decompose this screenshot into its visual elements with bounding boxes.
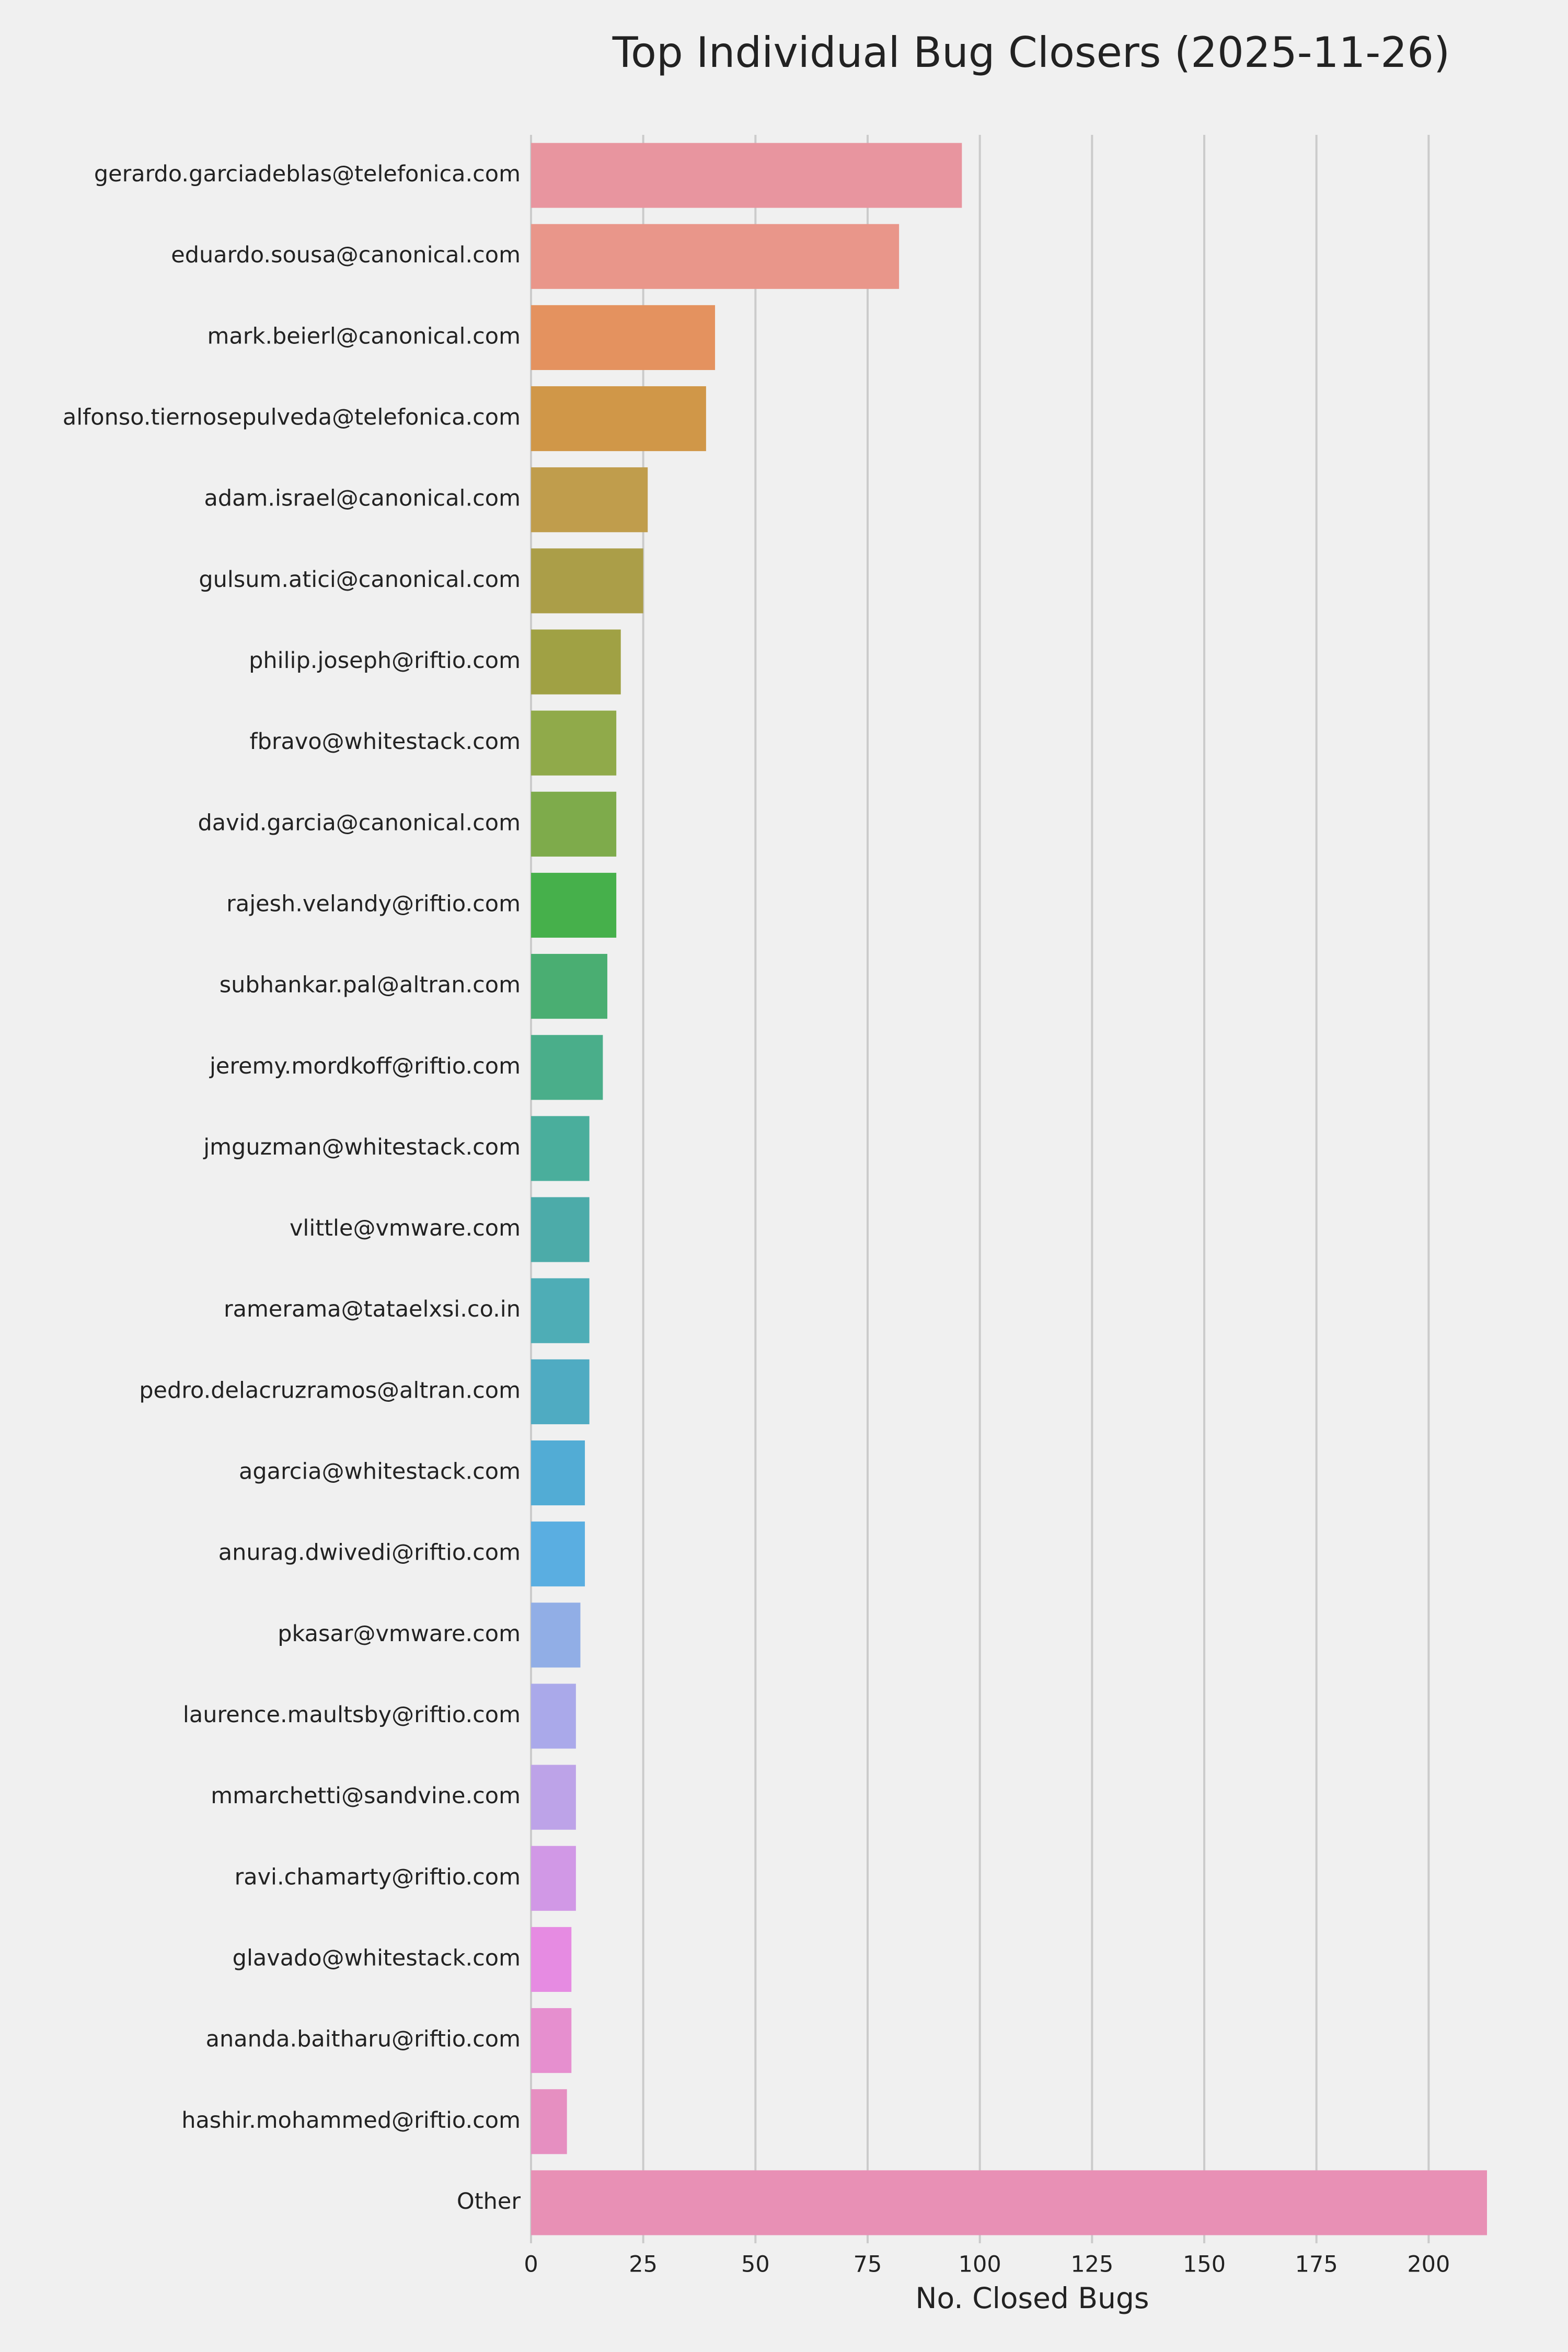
y-tick-label: rajesh.velandy@riftio.com [226,891,521,917]
y-tick-label: pedro.delacruzramos@altran.com [139,1377,521,1403]
y-tick-label: gulsum.atici@canonical.com [199,567,521,593]
bar [531,1684,576,1749]
bar [531,872,617,938]
y-tick-label: ananda.baitharu@riftio.com [206,2026,521,2053]
y-tick-label: eduardo.sousa@canonical.com [171,242,521,268]
x-tick-label: 175 [1295,2252,1338,2278]
y-tick-label: pkasar@vmware.com [278,1621,521,1647]
y-tick-label: hashir.mohammed@riftio.com [181,2107,521,2134]
bar [531,791,617,857]
y-tick-label: mark.beierl@canonical.com [207,323,521,349]
bar [531,1035,603,1100]
x-tick-label: 125 [1070,2252,1113,2278]
bar [531,1521,585,1587]
bar [531,1359,590,1424]
x-tick-label: 75 [854,2252,882,2278]
y-tick-label: gerardo.garciadeblas@telefonica.com [94,161,521,187]
x-tick-label: 150 [1183,2252,1226,2278]
y-tick-label: adam.israel@canonical.com [204,486,521,512]
bar [531,1602,581,1668]
chart-title: Top Individual Bug Closers (2025-11-26) [612,28,1450,77]
bar [531,1116,590,1181]
y-tick-label: vlittle@vmware.com [290,1215,521,1241]
bar [531,1927,572,1992]
x-axis-label: No. Closed Bugs [915,2281,1149,2315]
bar [531,1440,585,1506]
bar [531,710,617,776]
bar [531,2008,572,2073]
y-tick-label: agarcia@whitestack.com [239,1459,521,1485]
bar [531,1197,590,1262]
x-tick-label: 50 [741,2252,770,2278]
bar [531,1846,576,1911]
bar [531,386,706,452]
bar [531,629,621,695]
y-tick-label: ramerama@tataelxsi.co.in [224,1296,521,1322]
y-tick-label: ravi.chamarty@riftio.com [235,1864,521,1890]
bar [531,954,607,1019]
x-tick-label: 200 [1407,2252,1450,2278]
bar [531,1765,576,1830]
bar [531,305,716,370]
y-tick-label: jmguzman@whitestack.com [203,1134,521,1160]
bar [531,143,962,208]
y-tick-label: subhankar.pal@altran.com [220,972,521,998]
y-tick-label: laurence.maultsby@riftio.com [183,1702,521,1728]
y-tick-label: alfonso.tiernosepulveda@telefonica.com [63,405,521,431]
x-tick-label: 0 [524,2252,538,2278]
y-tick-label: anurag.dwivedi@riftio.com [218,1540,521,1566]
bar [531,1278,590,1343]
y-tick-label: glavado@whitestack.com [233,1945,521,1971]
y-tick-label: Other [457,2188,521,2215]
bar [531,2089,567,2154]
bar [531,224,900,289]
bar [531,548,643,614]
y-tick-label: david.garcia@canonical.com [198,810,521,836]
x-tick-label: 100 [959,2252,1001,2278]
y-tick-label: mmarchetti@sandvine.com [211,1783,521,1809]
bar [531,467,648,533]
x-tick-label: 25 [629,2252,658,2278]
y-tick-label: philip.joseph@riftio.com [249,648,521,674]
bar [531,2170,1487,2235]
y-tick-label: jeremy.mordkoff@riftio.com [209,1053,521,1079]
y-tick-label: fbravo@whitestack.com [249,729,521,755]
